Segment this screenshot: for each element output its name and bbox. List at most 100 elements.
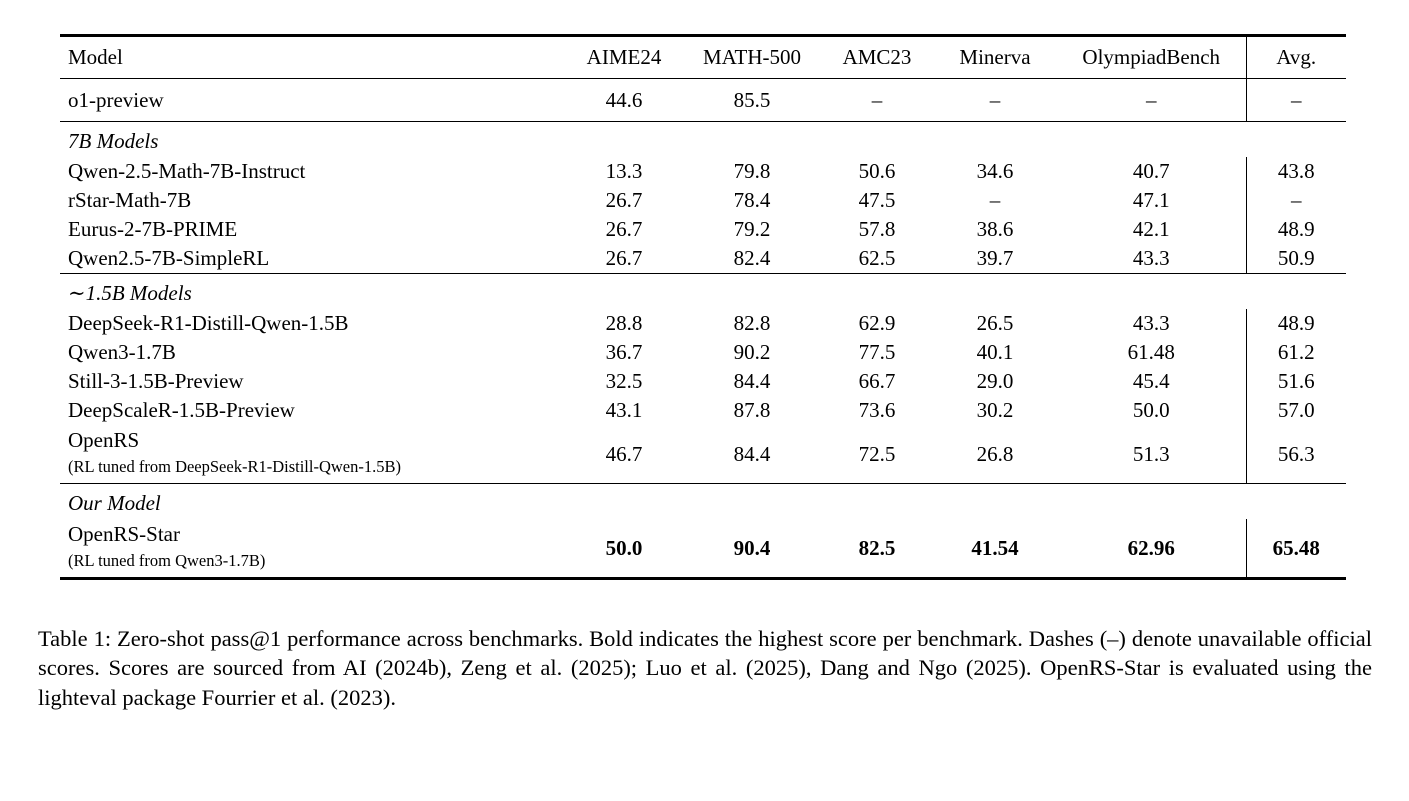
model-name-cell: Still-3-1.5B-Preview bbox=[60, 367, 565, 396]
model-name: DeepScaleR-1.5B-Preview bbox=[68, 398, 295, 422]
score-cell: 50.6 bbox=[858, 159, 896, 183]
score-cell: – bbox=[1146, 87, 1157, 112]
score-cell: 62.5 bbox=[858, 246, 896, 270]
score-cell: 26.8 bbox=[976, 441, 1014, 466]
avg-score-cell: 51.6 bbox=[1245, 367, 1346, 396]
avg-score-cell: – bbox=[1245, 186, 1346, 215]
model-name: Qwen2.5-7B-SimpleRL bbox=[68, 246, 270, 270]
score-cell: 29.0 bbox=[976, 369, 1014, 393]
score-cell: 62.96 bbox=[1127, 535, 1175, 560]
score-cell: 84.4 bbox=[733, 369, 771, 393]
model-name: Qwen-2.5-Math-7B-Instruct bbox=[68, 159, 306, 183]
score-cell: 82.4 bbox=[733, 246, 771, 270]
score-cell: 82.8 bbox=[733, 311, 771, 335]
score-cell: 36.7 bbox=[605, 340, 643, 364]
table-caption: Table 1: Zero-shot pass@1 performance ac… bbox=[38, 626, 1372, 710]
score-cell: 26.7 bbox=[605, 217, 643, 241]
model-name: OpenRS bbox=[68, 428, 140, 452]
table-header: Model AIME24 MATH-500 AMC23 Minerva OlympiadB… bbox=[60, 35, 1346, 79]
score-cell: 42.1 bbox=[1132, 217, 1170, 241]
score-cell: 26.7 bbox=[605, 246, 643, 270]
model-name-cell: OpenRS-Star (RL tuned from Qwen3-1.7B) bbox=[60, 519, 565, 579]
score-cell: 30.2 bbox=[976, 398, 1014, 422]
model-name-cell: Eurus-2-7B-PRIME bbox=[60, 215, 565, 244]
score-cell: 38.6 bbox=[976, 217, 1014, 241]
score-cell: 28.8 bbox=[605, 311, 643, 335]
score-cell: 82.5 bbox=[858, 535, 896, 560]
model-name-cell: Qwen-2.5-Math-7B-Instruct bbox=[60, 157, 565, 186]
score-cell: 61.48 bbox=[1127, 340, 1175, 364]
section-label: Our Model bbox=[68, 491, 161, 515]
table-row: OpenRS-Star (RL tuned from Qwen3-1.7B) 50.… bbox=[60, 519, 1346, 579]
score-cell: 77.5 bbox=[858, 340, 896, 364]
score-cell: 84.4 bbox=[733, 441, 771, 466]
model-name-cell: rStar-Math-7B bbox=[60, 186, 565, 215]
score-cell: 57.8 bbox=[858, 217, 896, 241]
section-label: ∼1.5B Models bbox=[68, 281, 192, 305]
column-header-olympiadbench: OlympiadBench bbox=[1082, 45, 1221, 69]
score-cell: 43.3 bbox=[1132, 246, 1170, 270]
score-cell: 78.4 bbox=[733, 188, 771, 212]
avg-score-cell: 48.9 bbox=[1245, 215, 1346, 244]
benchmark-table: Model AIME24 MATH-500 AMC23 Minerva OlympiadB… bbox=[60, 34, 1346, 580]
model-name-cell: o1-preview bbox=[60, 79, 565, 122]
column-header-avg-: Avg. bbox=[1245, 35, 1346, 79]
table-body: o1-preview 44.6 85.5 – – – – 7B Models Qwen-2.5-… bbox=[60, 78, 1346, 579]
table-row: Qwen2.5-7B-SimpleRL 26.7 82.4 62.5 39.7 43.3 5… bbox=[60, 244, 1346, 274]
score-cell: 50.0 bbox=[1132, 398, 1170, 422]
avg-score-cell: 48.9 bbox=[1245, 309, 1346, 338]
score-cell: 34.6 bbox=[976, 159, 1014, 183]
model-name-cell: Qwen3-1.7B bbox=[60, 338, 565, 367]
score-cell: 90.4 bbox=[733, 535, 771, 560]
table-row: OpenRS (RL tuned from DeepSeek-R1-Distill… bbox=[60, 425, 1346, 484]
avg-score-cell: 43.8 bbox=[1245, 157, 1346, 186]
avg-score-cell: 57.0 bbox=[1245, 396, 1346, 425]
column-header-minerva: Minerva bbox=[959, 45, 1031, 69]
score-cell: 50.0 bbox=[605, 535, 643, 560]
score-cell: 79.8 bbox=[733, 159, 771, 183]
column-header-model: Model bbox=[68, 45, 123, 69]
score-cell: 62.9 bbox=[858, 311, 896, 335]
model-name-cell: Qwen2.5-7B-SimpleRL bbox=[60, 244, 565, 274]
table-row: Still-3-1.5B-Preview 32.5 84.4 66.7 29.0 45.4… bbox=[60, 367, 1346, 396]
score-cell: 90.2 bbox=[733, 340, 771, 364]
score-cell: 51.3 bbox=[1132, 441, 1170, 466]
header-row: Model AIME24 MATH-500 AMC23 Minerva OlympiadB… bbox=[60, 35, 1346, 79]
table-row: DeepScaleR-1.5B-Preview 43.1 87.8 73.6 30.2 5… bbox=[60, 396, 1346, 425]
column-header-math-500: MATH-500 bbox=[703, 45, 801, 69]
model-name-cell: OpenRS (RL tuned from DeepSeek-R1-Distill… bbox=[60, 425, 565, 484]
model-name: DeepSeek-R1-Distill-Qwen-1.5B bbox=[68, 311, 349, 335]
score-cell: – bbox=[871, 87, 883, 112]
score-cell: 73.6 bbox=[858, 398, 896, 422]
score-cell: – bbox=[989, 87, 1001, 112]
score-cell: 85.5 bbox=[733, 87, 771, 112]
score-cell: 66.7 bbox=[858, 369, 896, 393]
score-cell: 46.7 bbox=[605, 441, 643, 466]
model-subtitle: (RL tuned from DeepSeek-R1-Distill-Qwen-… bbox=[68, 457, 401, 476]
score-cell: 39.7 bbox=[976, 246, 1014, 270]
model-name-cell: DeepScaleR-1.5B-Preview bbox=[60, 396, 565, 425]
score-cell: 26.5 bbox=[976, 311, 1014, 335]
model-name: Still-3-1.5B-Preview bbox=[68, 369, 244, 393]
section-row: 7B Models bbox=[60, 122, 1346, 158]
column-header-aime24: AIME24 bbox=[586, 45, 662, 69]
avg-score-cell: – bbox=[1245, 78, 1346, 122]
section-label: 7B Models bbox=[68, 129, 159, 153]
table-row: DeepSeek-R1-Distill-Qwen-1.5B 28.8 82.8 62.… bbox=[60, 309, 1346, 338]
model-name: Eurus-2-7B-PRIME bbox=[68, 217, 238, 241]
model-name: Qwen3-1.7B bbox=[68, 340, 176, 364]
score-cell: 40.7 bbox=[1132, 159, 1170, 183]
score-cell: 43.1 bbox=[605, 398, 643, 422]
score-cell: 40.1 bbox=[976, 340, 1014, 364]
section-row: Our Model bbox=[60, 484, 1346, 520]
model-name: o1-preview bbox=[68, 87, 164, 112]
score-cell: 87.8 bbox=[733, 398, 771, 422]
score-cell: 72.5 bbox=[858, 441, 896, 466]
score-cell: – bbox=[989, 188, 1001, 212]
score-cell: 32.5 bbox=[605, 369, 643, 393]
score-cell: 47.1 bbox=[1132, 188, 1170, 212]
table-row: Qwen-2.5-Math-7B-Instruct 13.3 79.8 50.6 34.… bbox=[60, 157, 1346, 186]
score-cell: 41.54 bbox=[971, 535, 1019, 560]
avg-score-cell: 56.3 bbox=[1245, 425, 1346, 484]
